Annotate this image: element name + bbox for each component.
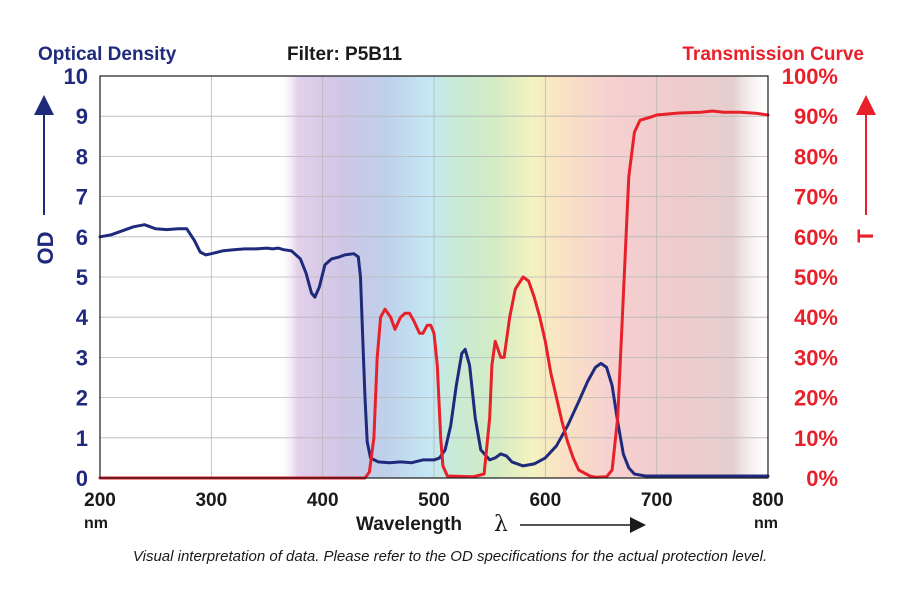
right-axis-ticks: 0% 10% 20% 30% 40% 50% 60% 70% 80% 90% 100% <box>782 64 838 491</box>
x-axis-ticks: 200 300 400 500 600 700 800 <box>84 490 784 511</box>
right-tick-label: 10% <box>794 426 838 451</box>
left-axis-ticks: 0 1 2 3 4 5 6 7 8 9 10 <box>64 64 89 491</box>
right-tick-label: 40% <box>794 305 838 330</box>
series-layer <box>98 109 770 480</box>
right-tick-label: 90% <box>794 104 838 129</box>
left-tick-label: 9 <box>76 104 88 129</box>
right-tick-label: 0% <box>806 466 838 491</box>
right-tick-label: 80% <box>794 144 838 169</box>
x-unit-left: nm <box>84 515 108 532</box>
left-tick-label: 8 <box>76 144 88 169</box>
x-tick-label: 400 <box>307 490 339 511</box>
x-tick-label: 300 <box>195 490 227 511</box>
left-tick-label: 10 <box>64 64 88 89</box>
left-axis-title: Optical Density <box>38 44 177 65</box>
right-tick-label: 100% <box>782 64 838 89</box>
right-axis-title: Transmission Curve <box>682 44 864 65</box>
od-series-line <box>98 223 770 478</box>
left-tick-label: 5 <box>76 265 88 290</box>
chart-title: Filter: P5B11 <box>287 44 403 65</box>
x-axis-label: Wavelength <box>356 514 462 535</box>
x-tick-label: 500 <box>418 490 450 511</box>
plot-frame <box>99 75 769 479</box>
x-tick-label: 200 <box>84 490 116 511</box>
right-tick-label: 60% <box>794 225 838 250</box>
left-tick-label: 6 <box>76 225 88 250</box>
x-unit-right: nm <box>754 515 778 532</box>
right-tick-label: 30% <box>794 345 838 370</box>
x-tick-label: 600 <box>529 490 561 511</box>
right-tick-label: 70% <box>794 185 838 210</box>
right-tick-label: 20% <box>794 386 838 411</box>
left-tick-label: 7 <box>76 185 88 210</box>
left-axis-label: OD <box>33 232 58 265</box>
left-tick-label: 0 <box>76 466 88 491</box>
x-tick-label: 700 <box>641 490 673 511</box>
right-tick-label: 50% <box>794 265 838 290</box>
transmission-series-line <box>98 109 770 480</box>
right-axis-label: T <box>853 229 878 243</box>
left-tick-label: 2 <box>76 386 88 411</box>
left-tick-label: 3 <box>76 345 88 370</box>
footnote: Visual interpretation of data. Please re… <box>133 548 767 565</box>
left-tick-label: 1 <box>76 426 88 451</box>
x-tick-label: 800 <box>752 490 784 511</box>
left-tick-label: 4 <box>76 305 89 330</box>
x-axis-symbol: λ <box>494 512 508 537</box>
